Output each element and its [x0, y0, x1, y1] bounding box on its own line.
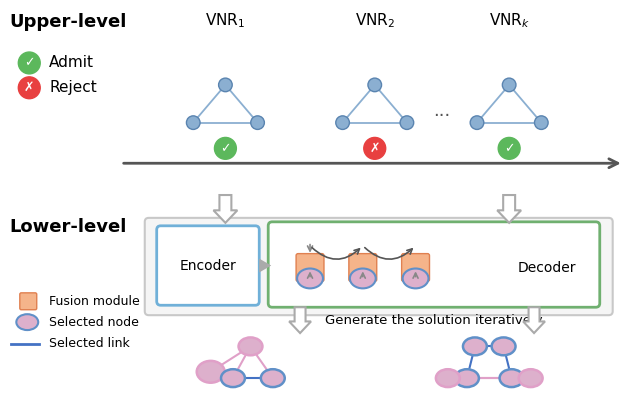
- Polygon shape: [289, 307, 311, 333]
- Text: ✗: ✗: [24, 81, 34, 94]
- FancyBboxPatch shape: [20, 293, 37, 310]
- Ellipse shape: [221, 369, 245, 387]
- Text: Upper-level: Upper-level: [10, 13, 127, 31]
- Text: Reject: Reject: [49, 80, 97, 95]
- Polygon shape: [214, 195, 237, 223]
- FancyBboxPatch shape: [349, 254, 377, 281]
- Text: Selected node: Selected node: [49, 316, 139, 329]
- Circle shape: [214, 137, 236, 159]
- Circle shape: [400, 116, 414, 129]
- Text: ✗: ✗: [370, 142, 380, 155]
- Ellipse shape: [16, 314, 38, 330]
- Text: Encoder: Encoder: [179, 259, 236, 273]
- Ellipse shape: [238, 338, 262, 355]
- Polygon shape: [523, 307, 545, 333]
- Circle shape: [18, 52, 40, 74]
- Ellipse shape: [519, 369, 543, 387]
- Circle shape: [364, 137, 385, 159]
- Text: Selected link: Selected link: [49, 338, 130, 351]
- Ellipse shape: [455, 369, 479, 387]
- Text: Lower-level: Lower-level: [10, 218, 127, 236]
- Text: VNR$_2$: VNR$_2$: [355, 11, 394, 30]
- FancyArrowPatch shape: [312, 248, 359, 259]
- Circle shape: [368, 78, 382, 92]
- Circle shape: [219, 78, 232, 92]
- Text: VNR$_k$: VNR$_k$: [489, 11, 529, 30]
- Circle shape: [498, 137, 520, 159]
- Text: ✓: ✓: [220, 142, 231, 155]
- Text: Decoder: Decoder: [518, 261, 576, 275]
- Ellipse shape: [403, 269, 429, 289]
- Text: VNR$_1$: VNR$_1$: [205, 11, 245, 30]
- Ellipse shape: [463, 338, 487, 355]
- FancyArrowPatch shape: [365, 248, 412, 259]
- Text: Admit: Admit: [49, 55, 94, 70]
- Circle shape: [534, 116, 548, 129]
- Polygon shape: [497, 195, 521, 223]
- Circle shape: [470, 116, 484, 129]
- FancyBboxPatch shape: [157, 226, 259, 305]
- Polygon shape: [259, 259, 271, 273]
- Text: ✓: ✓: [24, 57, 34, 70]
- FancyBboxPatch shape: [296, 254, 324, 281]
- Ellipse shape: [350, 269, 376, 289]
- Circle shape: [502, 78, 516, 92]
- Circle shape: [336, 116, 349, 129]
- Circle shape: [251, 116, 264, 129]
- Circle shape: [186, 116, 200, 129]
- Text: Fusion module: Fusion module: [49, 295, 140, 308]
- Ellipse shape: [297, 269, 323, 289]
- Ellipse shape: [197, 361, 224, 383]
- Ellipse shape: [491, 338, 515, 355]
- Ellipse shape: [261, 369, 285, 387]
- FancyBboxPatch shape: [145, 218, 612, 315]
- Ellipse shape: [436, 369, 460, 387]
- FancyBboxPatch shape: [268, 222, 600, 307]
- Text: ✓: ✓: [504, 142, 514, 155]
- Text: Generate the solution iteratively: Generate the solution iteratively: [325, 314, 543, 327]
- FancyBboxPatch shape: [401, 254, 429, 281]
- Text: ...: ...: [433, 101, 450, 120]
- Circle shape: [18, 77, 40, 99]
- Ellipse shape: [500, 369, 524, 387]
